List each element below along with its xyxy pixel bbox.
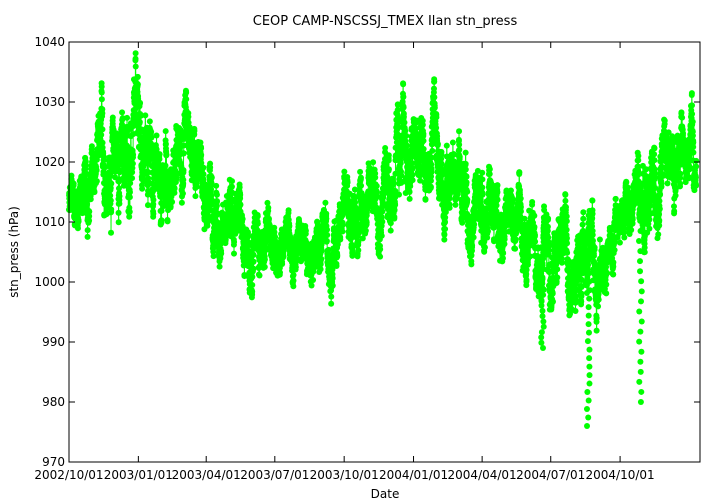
chart-title: CEOP CAMP-NSCSSJ_TMEX Ilan stn_press	[253, 14, 518, 29]
plot-area	[66, 50, 700, 429]
